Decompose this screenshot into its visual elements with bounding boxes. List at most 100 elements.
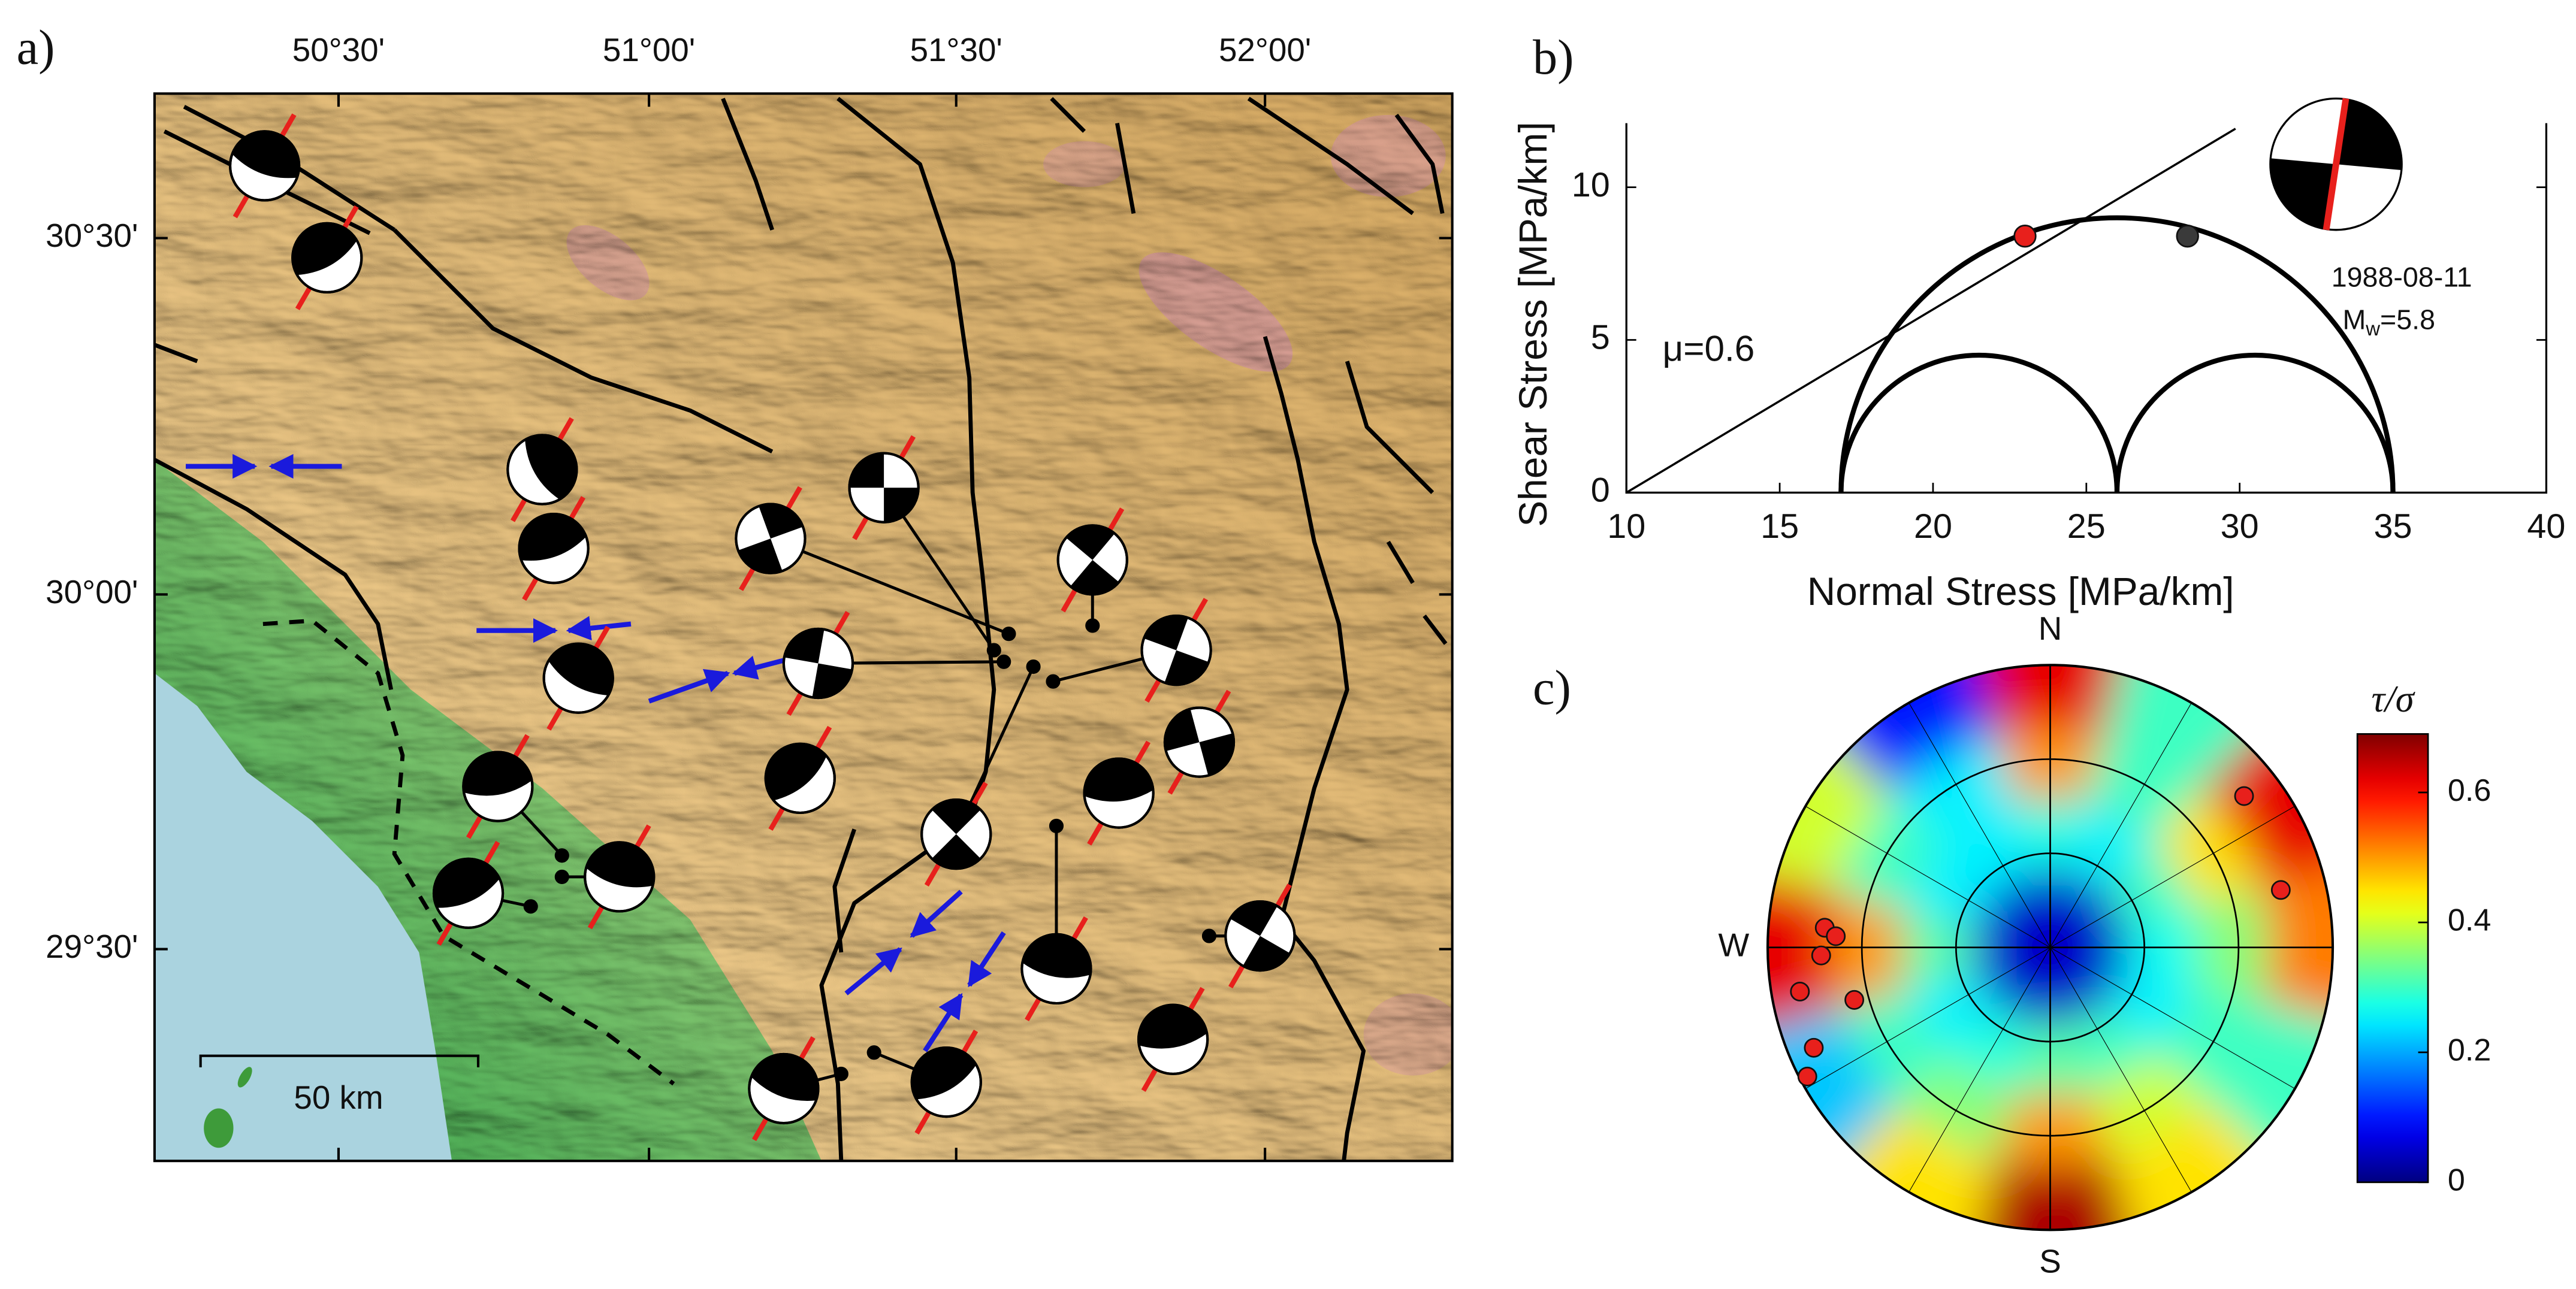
lon-tick-label: 51°30' xyxy=(910,31,1002,68)
p-axis xyxy=(634,824,651,849)
compressional-quadrant xyxy=(1143,616,1209,685)
p-axis xyxy=(1061,588,1078,613)
x-tick-label: 15 xyxy=(1760,507,1799,546)
focal-mechanism xyxy=(1163,689,1236,795)
stereonet-panel: N W S 0 0.2 0.4 0.6 τ/σ xyxy=(1719,610,2492,1279)
polar-spoke xyxy=(1805,947,2050,1090)
ball-outline xyxy=(764,742,836,815)
ball-outline xyxy=(432,857,505,929)
p-axis xyxy=(899,435,916,459)
p-axis xyxy=(833,611,850,635)
friction-annotation: μ=0.6 xyxy=(1663,328,1755,369)
ball-outline xyxy=(782,627,854,700)
compressional-quadrant xyxy=(1066,525,1119,595)
event-location xyxy=(523,899,538,914)
fault xyxy=(154,343,198,364)
ball-outline xyxy=(542,642,614,714)
focal-mechanism xyxy=(432,840,505,946)
p-axis xyxy=(1141,1068,1158,1092)
compressional-quadrant xyxy=(784,628,853,698)
lat-tick-label: 30°00' xyxy=(46,573,138,610)
field-cell xyxy=(2050,872,2106,948)
pole-point xyxy=(2270,880,2291,900)
highland xyxy=(566,225,650,301)
ball-outline xyxy=(1224,900,1296,972)
compressional-quadrant xyxy=(463,752,532,796)
p-axis xyxy=(593,625,611,650)
compressional-quadrant xyxy=(548,643,613,695)
ball-outline xyxy=(1083,757,1155,829)
p-axis xyxy=(1214,689,1231,714)
event-mechanism xyxy=(2269,97,2403,231)
mohr-circle xyxy=(1838,215,2396,493)
ball-outline xyxy=(910,1046,982,1118)
x-tick-label: 25 xyxy=(2067,507,2106,546)
colorbar-tick-label: 0 xyxy=(2448,1163,2465,1198)
p-axis xyxy=(483,840,500,865)
p-axis xyxy=(522,577,539,601)
compressional-quadrant xyxy=(525,435,577,500)
event-location xyxy=(1046,674,1061,689)
p-axis xyxy=(1191,598,1208,622)
direction-label: N xyxy=(2039,610,2062,647)
focal-mechanism xyxy=(735,486,807,591)
colorbar-title: τ/σ xyxy=(2371,678,2415,720)
lat-tick-label: 30°30' xyxy=(46,217,138,254)
panel-label: c) xyxy=(1533,661,1571,715)
polar-spoke xyxy=(2050,703,2192,948)
focal-mechanism xyxy=(782,611,854,716)
pole-point xyxy=(1804,1037,1824,1058)
fault xyxy=(1247,96,1414,216)
compressional-quadrant xyxy=(433,858,500,908)
p-axis xyxy=(1144,679,1161,703)
event-location xyxy=(996,654,1011,669)
map-panel: 50 km 50°30' 51°00' 51°30' 52°00' 30°30' 30°0… xyxy=(46,31,1454,1163)
p-axis xyxy=(768,807,786,831)
fault xyxy=(1115,122,1136,214)
field-cell xyxy=(1906,966,1997,1054)
ball-outline xyxy=(506,434,578,506)
colorbar-tick-label: 0.2 xyxy=(2448,1033,2491,1068)
event-location xyxy=(1001,627,1016,642)
ball-outline xyxy=(848,452,920,524)
p-axis xyxy=(1025,997,1041,1021)
focal-mechanism xyxy=(1224,883,1296,989)
field-cell xyxy=(2086,1050,2208,1160)
magnitude-symbol: M xyxy=(2342,304,2366,335)
event-date: 1988-08-11 xyxy=(2332,261,2472,292)
pole-point xyxy=(1826,926,1846,946)
p-axis xyxy=(1188,987,1205,1011)
focal-mechanism xyxy=(291,205,363,310)
focal-mechanism xyxy=(1056,507,1128,613)
x-tick-label: 10 xyxy=(1607,507,1645,546)
direction-label: W xyxy=(1719,926,1750,963)
p-axis xyxy=(510,498,527,522)
compressional-quadrant xyxy=(1084,758,1153,802)
p-axis xyxy=(436,922,454,946)
p-axis xyxy=(961,1030,979,1054)
polar-spoke xyxy=(1908,947,2050,1193)
pole-point xyxy=(2234,786,2254,806)
polar-spoke xyxy=(2050,947,2192,1193)
event-location xyxy=(986,643,1001,658)
ball-outline xyxy=(735,503,807,574)
ball-outline xyxy=(1163,706,1236,778)
highland xyxy=(1043,141,1126,187)
field-cell xyxy=(2050,947,2106,1023)
scale-line xyxy=(199,1054,480,1067)
focal-mechanism xyxy=(1137,987,1209,1092)
focal-mechanism xyxy=(584,824,656,930)
field-cell xyxy=(2050,947,2126,1004)
event-location xyxy=(1085,618,1100,633)
p-axis xyxy=(1228,964,1245,989)
arrow xyxy=(648,668,730,704)
p-axis xyxy=(342,205,359,229)
field-cell xyxy=(2104,840,2194,929)
field-cell xyxy=(1994,947,2050,1023)
field-cell xyxy=(2068,1001,2157,1091)
scale-bar: 50 km xyxy=(199,1054,480,1116)
field-cell xyxy=(1943,1001,2032,1091)
p-axis xyxy=(786,486,802,510)
field-cell xyxy=(1837,983,1947,1105)
lon-tick-label: 50°30' xyxy=(292,31,385,68)
